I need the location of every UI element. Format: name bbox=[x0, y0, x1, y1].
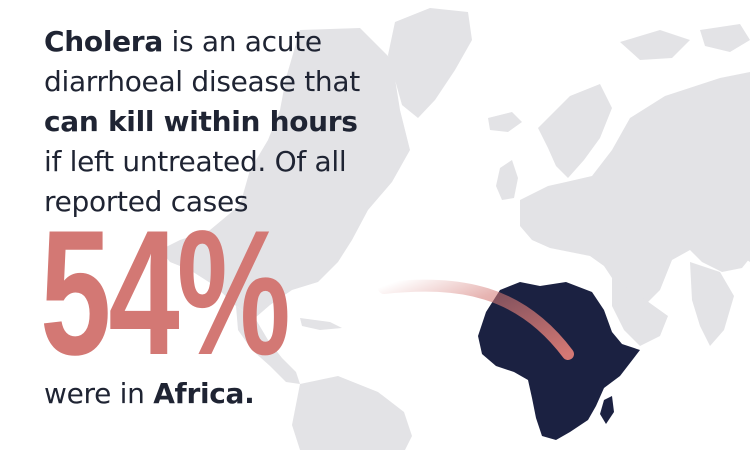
outro-text: were in Africa. bbox=[44, 374, 255, 414]
arctic-islands-shape-2 bbox=[700, 24, 750, 52]
intro-line-4: if left untreated. Of all bbox=[44, 145, 347, 178]
map-land bbox=[160, 8, 750, 450]
arabia-shape bbox=[612, 278, 668, 346]
india-shape bbox=[690, 262, 734, 346]
greenland-shape bbox=[388, 8, 472, 118]
cholera-label: Cholera bbox=[44, 25, 163, 58]
africa-map bbox=[478, 282, 640, 440]
intro-line-5: reported cases bbox=[44, 185, 249, 218]
uk-shape bbox=[496, 160, 518, 200]
south-america-shape bbox=[292, 376, 412, 450]
intro-line-1: Cholera is an acute bbox=[44, 22, 374, 62]
scandinavia-shape bbox=[538, 84, 612, 178]
arctic-islands-shape bbox=[620, 30, 690, 60]
intro-line-2: diarrhoeal disease that bbox=[44, 65, 360, 98]
outro-prefix: were in bbox=[44, 377, 154, 410]
east-edge-shape bbox=[742, 236, 750, 262]
caribbean-shape bbox=[300, 318, 342, 330]
stat-percentage: 54% bbox=[40, 193, 291, 392]
intro-line-1-rest: is an acute bbox=[162, 25, 323, 58]
africa-label: Africa. bbox=[153, 377, 255, 410]
highlight-arc bbox=[378, 279, 574, 360]
intro-text: Cholera is an acute diarrhoeal disease t… bbox=[44, 22, 374, 222]
iceland-shape bbox=[488, 112, 522, 132]
central-america-shape bbox=[236, 306, 300, 384]
intro-line-3: can kill within hours bbox=[44, 102, 374, 142]
eurasia-shape bbox=[520, 72, 750, 302]
north-america-shape bbox=[160, 28, 410, 318]
madagascar-shape bbox=[600, 396, 614, 424]
kill-within-hours-label: can kill within hours bbox=[44, 105, 358, 138]
